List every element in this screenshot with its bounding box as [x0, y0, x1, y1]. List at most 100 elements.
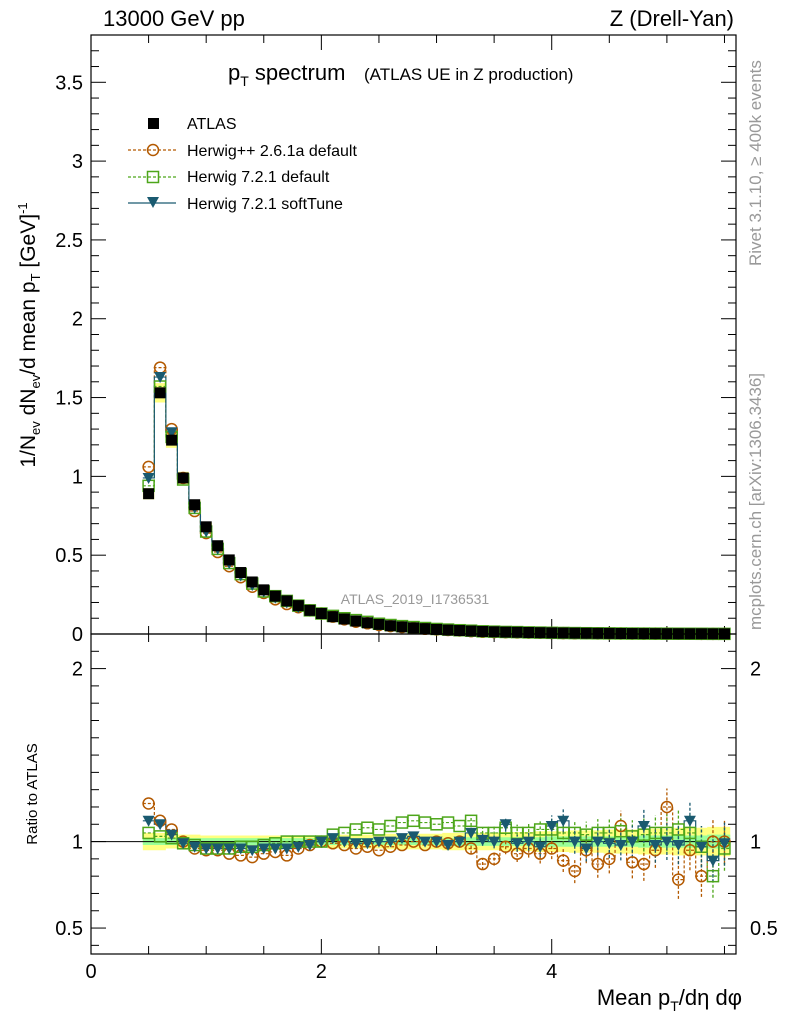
- main-point-herwig-soft: [165, 427, 178, 439]
- ratio-point-herwig-soft: [568, 836, 581, 848]
- main-point-atlas: [281, 595, 293, 607]
- main-point-atlas: [200, 521, 212, 533]
- main-y-tick-label: 3.5: [55, 72, 83, 94]
- ratio-point-herwig-old: [626, 856, 639, 869]
- main-point-atlas: [477, 625, 489, 637]
- ratio-point-herwig-old: [142, 797, 155, 810]
- main-point-atlas: [454, 625, 466, 637]
- legend-label-herwig-soft: Herwig 7.2.1 softTune: [187, 196, 343, 213]
- ratio-point-herwig-soft: [603, 838, 616, 850]
- ratio-point-herwig-old: [476, 857, 489, 871]
- main-point-atlas: [488, 626, 500, 638]
- main-point-atlas: [546, 627, 558, 639]
- ratio-y-axis-label: Ratio to ATLAS: [24, 743, 41, 844]
- ratio-point-herwig-soft: [695, 841, 708, 853]
- ratio-point-herwig-soft: [211, 843, 224, 855]
- legend-label-herwig-old: Herwig++ 2.6.1a default: [187, 143, 357, 160]
- ratio-point-herwig-soft: [257, 843, 270, 855]
- ratio-point-herwig-soft: [349, 838, 362, 850]
- ratio-point-herwig-soft: [326, 833, 339, 845]
- header-left: 13000 GeV pp: [103, 6, 245, 31]
- ratio-point-herwig-soft: [188, 841, 201, 853]
- ratio-point-herwig-soft: [476, 834, 489, 846]
- main-point-atlas: [419, 623, 431, 635]
- ratio-y-tick-label-left: 0.5: [55, 918, 83, 940]
- ratio-point-herwig-soft: [361, 838, 374, 850]
- main-point-atlas: [592, 627, 604, 639]
- ratio-point-herwig-soft: [303, 840, 316, 852]
- main-point-atlas: [534, 627, 546, 639]
- main-point-atlas: [431, 623, 443, 635]
- ratio-point-herwig-default: [706, 869, 720, 883]
- ratio-point-herwig-default: [683, 826, 697, 840]
- ratio-point-herwig-soft: [372, 836, 385, 848]
- legend-label-herwig-default: Herwig 7.2.1 default: [187, 169, 330, 186]
- ratio-point-herwig-old: [499, 840, 512, 854]
- x-tick-label: 4: [546, 961, 557, 983]
- ratio-point-herwig-old: [637, 857, 651, 871]
- main-y-tick-label: 2: [72, 309, 83, 331]
- main-point-atlas: [212, 540, 224, 552]
- main-point-atlas: [223, 554, 235, 566]
- main-y-tick-label: 0.5: [55, 545, 83, 567]
- ratio-point-herwig-soft: [234, 843, 247, 855]
- main-y-tick-label: 1: [72, 466, 83, 488]
- ratio-point-herwig-soft: [142, 815, 155, 827]
- ratio-point-herwig-soft: [545, 821, 558, 832]
- ratio-point-herwig-old: [672, 873, 685, 886]
- ratio-point-herwig-soft: [200, 843, 213, 855]
- ratio-point-herwig-soft: [384, 836, 397, 848]
- ratio-point-herwig-soft: [280, 843, 293, 855]
- main-point-atlas: [523, 627, 535, 639]
- ratio-point-herwig-soft: [177, 838, 190, 850]
- main-point-atlas: [327, 611, 339, 623]
- ratio-point-herwig-soft: [442, 840, 455, 852]
- plot-title-note: (ATLAS UE in Z production): [364, 65, 573, 84]
- x-tick-label: 0: [85, 961, 96, 983]
- main-point-atlas: [361, 617, 373, 629]
- ratio-point-herwig-soft: [706, 855, 719, 867]
- ratio-point-herwig-soft: [660, 836, 673, 848]
- ratio-point-herwig-soft: [407, 831, 420, 843]
- legend-marker-atlas: [148, 118, 159, 129]
- ratio-point-herwig-old: [464, 842, 478, 855]
- ratio-point-herwig-soft: [511, 838, 524, 850]
- main-point-herwig-soft: [154, 372, 167, 384]
- ratio-point-herwig-soft: [637, 821, 650, 832]
- analysis-watermark: ATLAS_2019_I1736531: [341, 591, 490, 607]
- main-point-atlas: [396, 621, 408, 633]
- main-point-atlas: [315, 608, 327, 620]
- ratio-point-herwig-soft: [269, 843, 282, 855]
- ratio-point-herwig-soft: [683, 815, 696, 827]
- ratio-y-tick-label-left: 1: [72, 832, 83, 854]
- ratio-point-herwig-soft: [395, 833, 408, 845]
- ratio-y-tick-label-right: 0.5: [750, 918, 778, 940]
- ratio-point-herwig-default: [464, 814, 478, 828]
- ratio-point-herwig-soft: [430, 836, 443, 848]
- main-point-atlas: [235, 567, 247, 579]
- main-point-atlas: [580, 627, 592, 639]
- main-point-atlas: [384, 620, 396, 632]
- ratio-point-herwig-soft: [522, 836, 535, 848]
- legend-label-atlas: ATLAS: [187, 116, 237, 133]
- main-y-tick-label: 2.5: [55, 230, 83, 252]
- main-y-tick-label: 0: [72, 624, 83, 646]
- plot-title-main: pT spectrum: [228, 60, 345, 89]
- ratio-point-herwig-soft: [453, 836, 466, 848]
- main-point-atlas: [442, 624, 454, 636]
- ratio-point-herwig-soft: [580, 843, 593, 855]
- ratio-point-herwig-soft: [154, 819, 167, 831]
- x-tick-label: 2: [316, 961, 327, 983]
- legend-marker-herwig-default: [146, 170, 160, 184]
- x-axis-label: Mean pT/dη dφ: [597, 985, 742, 1014]
- ratio-point-herwig-soft: [246, 845, 259, 857]
- ratio-point-herwig-old: [591, 857, 605, 871]
- main-point-atlas: [143, 488, 155, 500]
- main-y-axis-label: 1/Nev dNev/d mean pT [GeV]-1: [15, 202, 43, 467]
- ratio-point-herwig-old: [556, 854, 570, 867]
- ratio-point-herwig-soft: [338, 836, 351, 848]
- ratio-point-herwig-old: [568, 864, 581, 878]
- main-point-herwig-soft: [142, 472, 155, 484]
- main-point-atlas: [500, 626, 512, 638]
- main-point-atlas: [569, 627, 581, 639]
